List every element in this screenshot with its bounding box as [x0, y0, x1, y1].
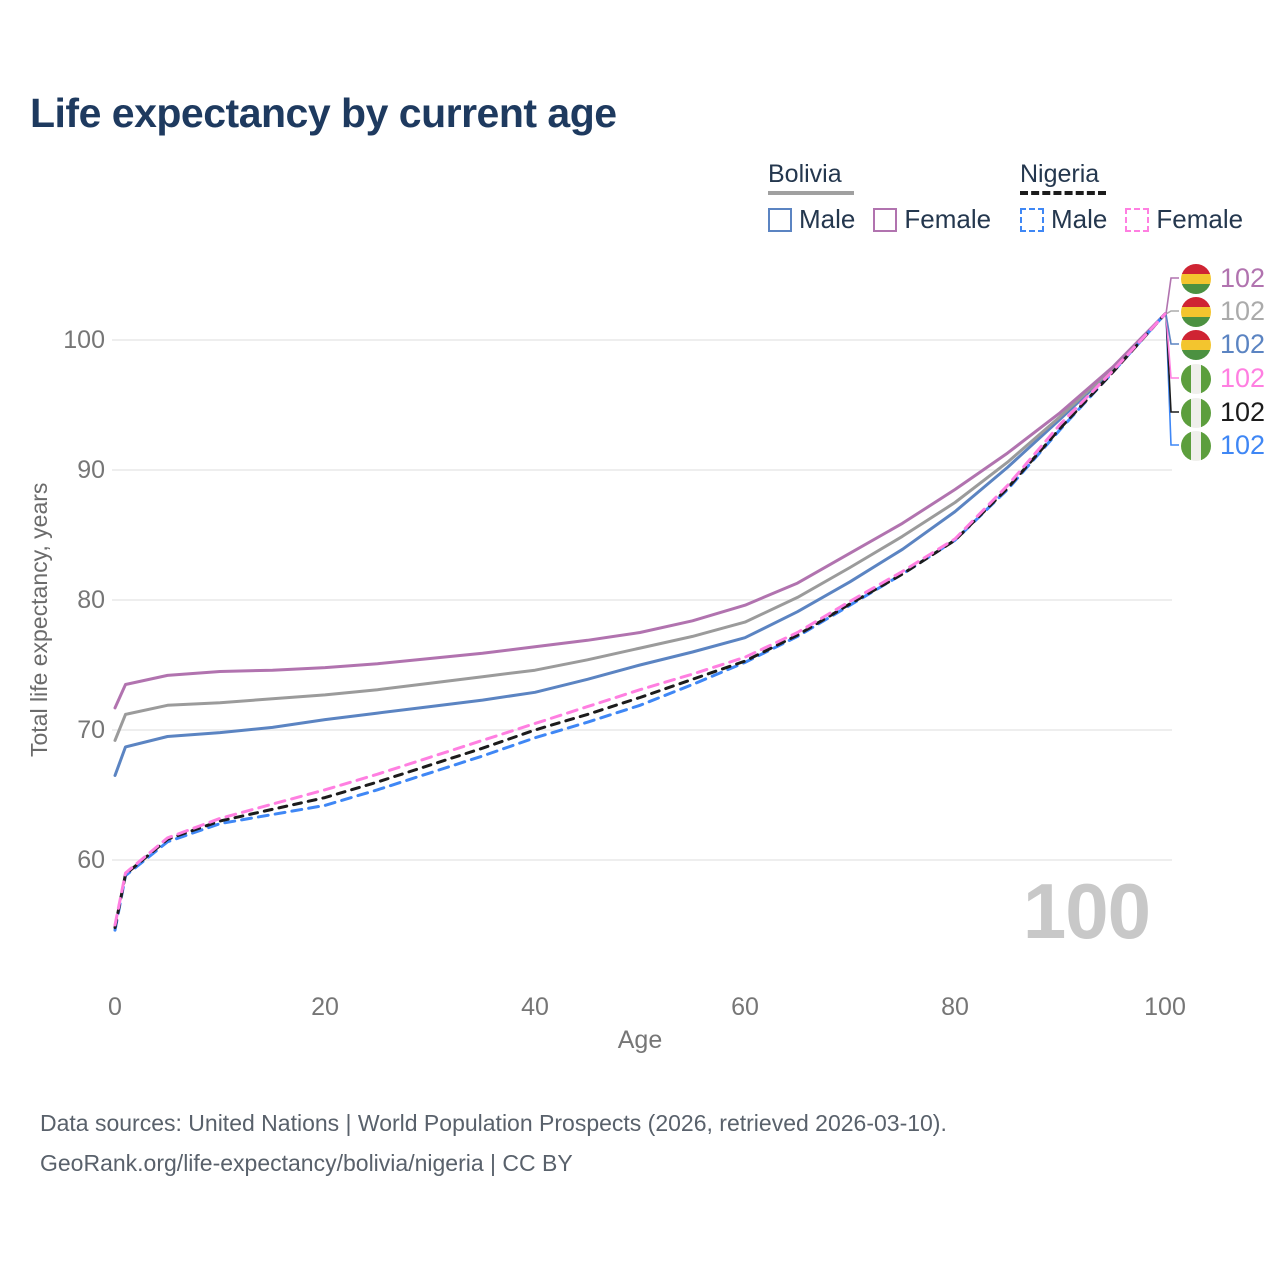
bolivia-flag-icon — [1181, 263, 1211, 294]
y-tick-label: 100 — [63, 326, 105, 354]
page-title: Life expectancy by current age — [30, 90, 617, 136]
nigeria-flag-icon — [1181, 363, 1211, 394]
hover-age-watermark: 100 — [1022, 867, 1151, 955]
legend-swatch-icon — [768, 207, 792, 232]
end-label-row: 102 — [1181, 295, 1265, 328]
legend-item-label: Female — [904, 204, 992, 234]
x-axis-title: Age — [617, 1026, 663, 1054]
legend-country-underline-dashed — [1020, 191, 1106, 195]
legend-item-nigeria-female[interactable]: Female — [1125, 204, 1243, 235]
legend-country-label: Nigeria — [1020, 160, 1100, 188]
legend-country-label: Bolivia — [768, 160, 842, 188]
legend-item-bolivia-male[interactable]: Male — [768, 204, 855, 235]
legend-group-nigeria: Nigeria Male Female — [1020, 160, 1243, 235]
end-label-value: 102 — [1220, 263, 1266, 293]
y-tick-label: 60 — [77, 846, 105, 874]
end-label-value: 102 — [1220, 363, 1266, 393]
bolivia-flag-icon — [1181, 329, 1211, 360]
y-tick-label: 70 — [77, 716, 105, 744]
legend-item-label: Female — [1156, 204, 1244, 234]
legend-item-label: Male — [799, 204, 856, 234]
end-label-row: 102 — [1181, 429, 1265, 462]
x-tick-label: 80 — [941, 993, 969, 1021]
legend-swatch-icon — [1125, 207, 1150, 232]
legend-swatch-icon — [873, 207, 898, 232]
end-label-row: 102 — [1181, 262, 1265, 295]
y-tick-label: 90 — [77, 456, 105, 484]
end-label-value: 102 — [1220, 430, 1266, 460]
legend-item-nigeria-male[interactable]: Male — [1020, 204, 1107, 235]
legend-group-bolivia: Bolivia Male Female — [768, 160, 991, 235]
end-label-row: 102 — [1181, 396, 1265, 429]
y-tick-label: 80 — [77, 586, 105, 614]
attribution-text: GeoRank.org/life-expectancy/bolivia/nige… — [40, 1150, 573, 1176]
end-label-value: 102 — [1220, 397, 1266, 427]
nigeria-flag-icon — [1181, 397, 1211, 428]
legend-item-bolivia-female[interactable]: Female — [873, 204, 991, 235]
legend-country-underline-solid — [768, 191, 854, 195]
nigeria-flag-icon — [1181, 430, 1211, 461]
end-label-value: 102 — [1220, 296, 1266, 326]
x-tick-label: 60 — [731, 993, 759, 1021]
end-label-row: 102 — [1181, 362, 1265, 395]
x-tick-label: 100 — [1144, 993, 1186, 1021]
data-sources-text: Data sources: United Nations | World Pop… — [40, 1110, 947, 1136]
bolivia-flag-icon — [1181, 296, 1211, 327]
end-label-value: 102 — [1220, 329, 1266, 359]
x-tick-label: 20 — [311, 993, 339, 1021]
x-tick-label: 40 — [521, 993, 549, 1021]
end-label-row: 102 — [1181, 328, 1265, 361]
x-tick-label: 0 — [108, 993, 122, 1021]
y-axis-title: Total life expectancy, years — [26, 482, 52, 758]
legend-swatch-icon — [1020, 207, 1044, 232]
legend-item-label: Male — [1051, 204, 1108, 234]
